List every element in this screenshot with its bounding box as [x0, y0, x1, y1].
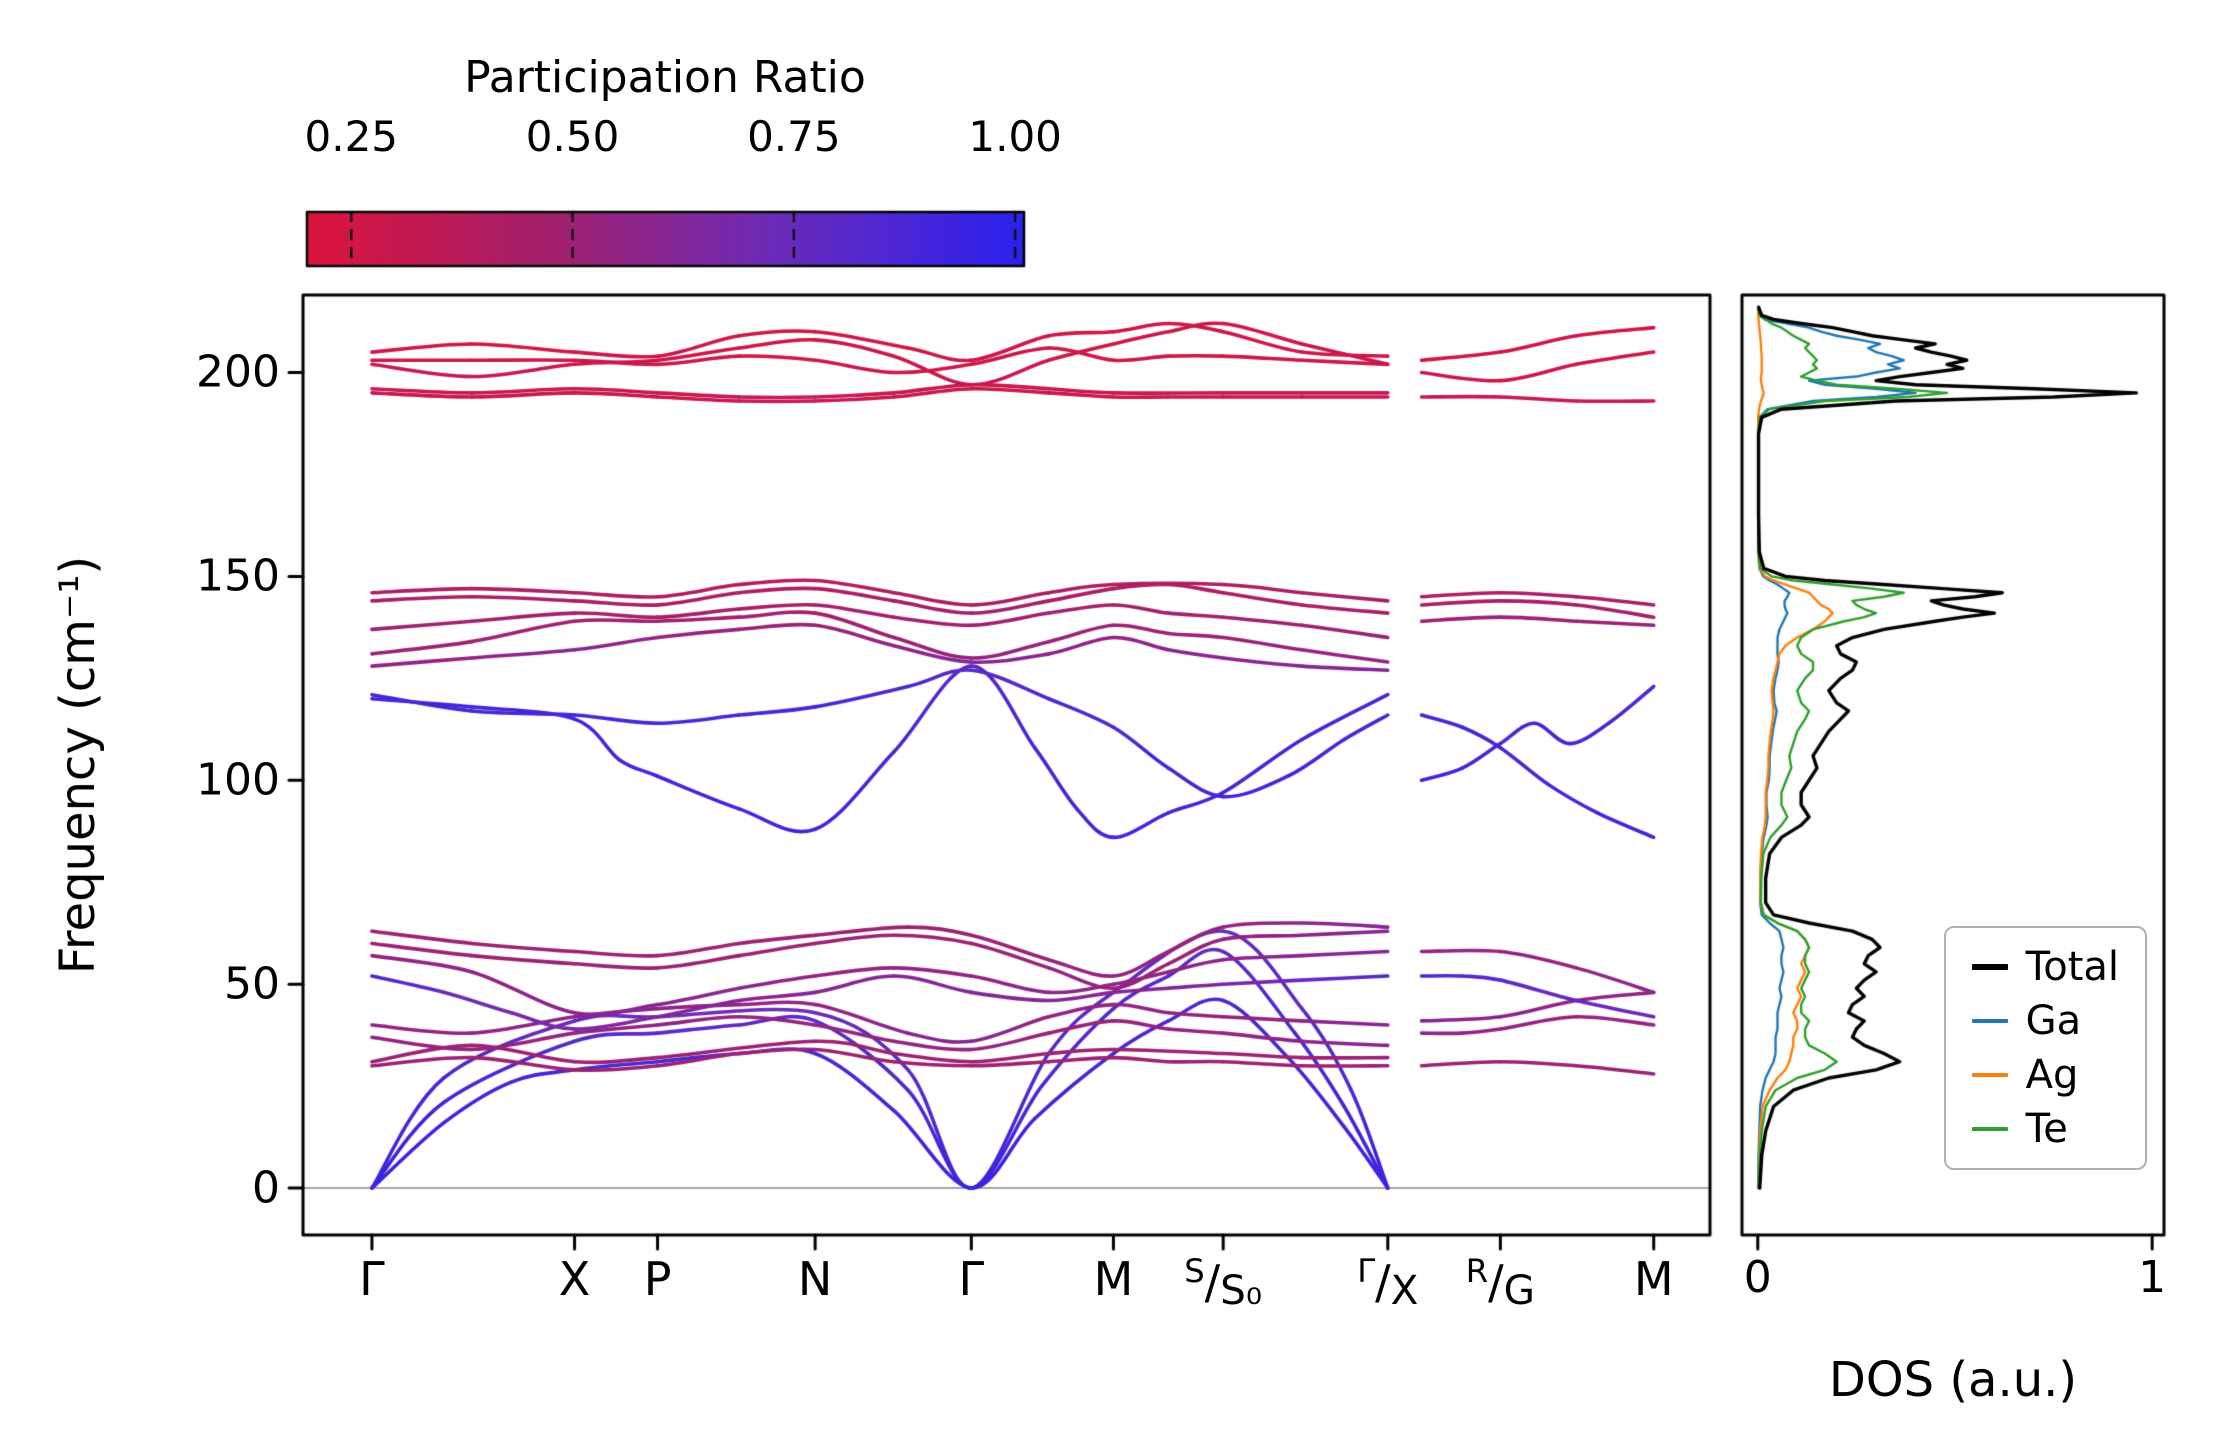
legend-swatch-ga — [1971, 1019, 2008, 1023]
legend-label: Ga — [2025, 998, 2082, 1044]
y-tick-label: 200 — [196, 346, 280, 398]
colorbar-tick-label: 0.50 — [525, 112, 620, 161]
legend-swatch-ag — [1971, 1073, 2008, 1077]
k-point-label: X — [558, 1252, 591, 1306]
k-point-label: Γ — [958, 1252, 985, 1306]
k-point-label: M — [1633, 1252, 1674, 1306]
k-point-label: P — [643, 1252, 672, 1306]
legend: Total Ga Ag Te — [1943, 926, 2147, 1170]
legend-swatch-total — [1971, 964, 2008, 970]
dos-x-tick-label: 0 — [1743, 1252, 1772, 1303]
k-point-label: Γ/X — [1357, 1252, 1419, 1315]
k-point-label: M — [1093, 1252, 1134, 1306]
colorbar-tick-label: 0.25 — [304, 112, 399, 161]
legend-item: Ag — [1971, 1052, 2119, 1098]
y-tick-label: 150 — [196, 550, 280, 602]
k-point-label: Γ — [359, 1252, 385, 1306]
y-tick-label: 0 — [252, 1162, 280, 1214]
y-tick-label: 100 — [196, 754, 280, 806]
k-point-label: N — [797, 1252, 833, 1306]
dos-x-axis-label: DOS (a.u.) — [1828, 1352, 2078, 1408]
legend-label: Te — [2025, 1106, 2068, 1152]
k-point-label: R/G — [1465, 1252, 1535, 1315]
legend-swatch-te — [1971, 1127, 2008, 1131]
colorbar-title: Participation Ratio — [464, 52, 866, 103]
y-tick-label: 50 — [224, 958, 280, 1010]
y-axis-label: Frequency (cm⁻¹) — [50, 555, 106, 975]
dos-x-tick-label: 1 — [2138, 1252, 2167, 1303]
legend-item: Te — [1971, 1106, 2119, 1152]
legend-item: Ga — [1971, 998, 2119, 1044]
k-point-label: S/S₀ — [1184, 1252, 1263, 1315]
colorbar-tick-label: 1.00 — [968, 112, 1062, 161]
legend-label: Ag — [2025, 1052, 2079, 1098]
colorbar-tick-label: 0.75 — [747, 112, 841, 161]
legend-label: Total — [2025, 944, 2119, 990]
legend-item: Total — [1971, 944, 2119, 990]
